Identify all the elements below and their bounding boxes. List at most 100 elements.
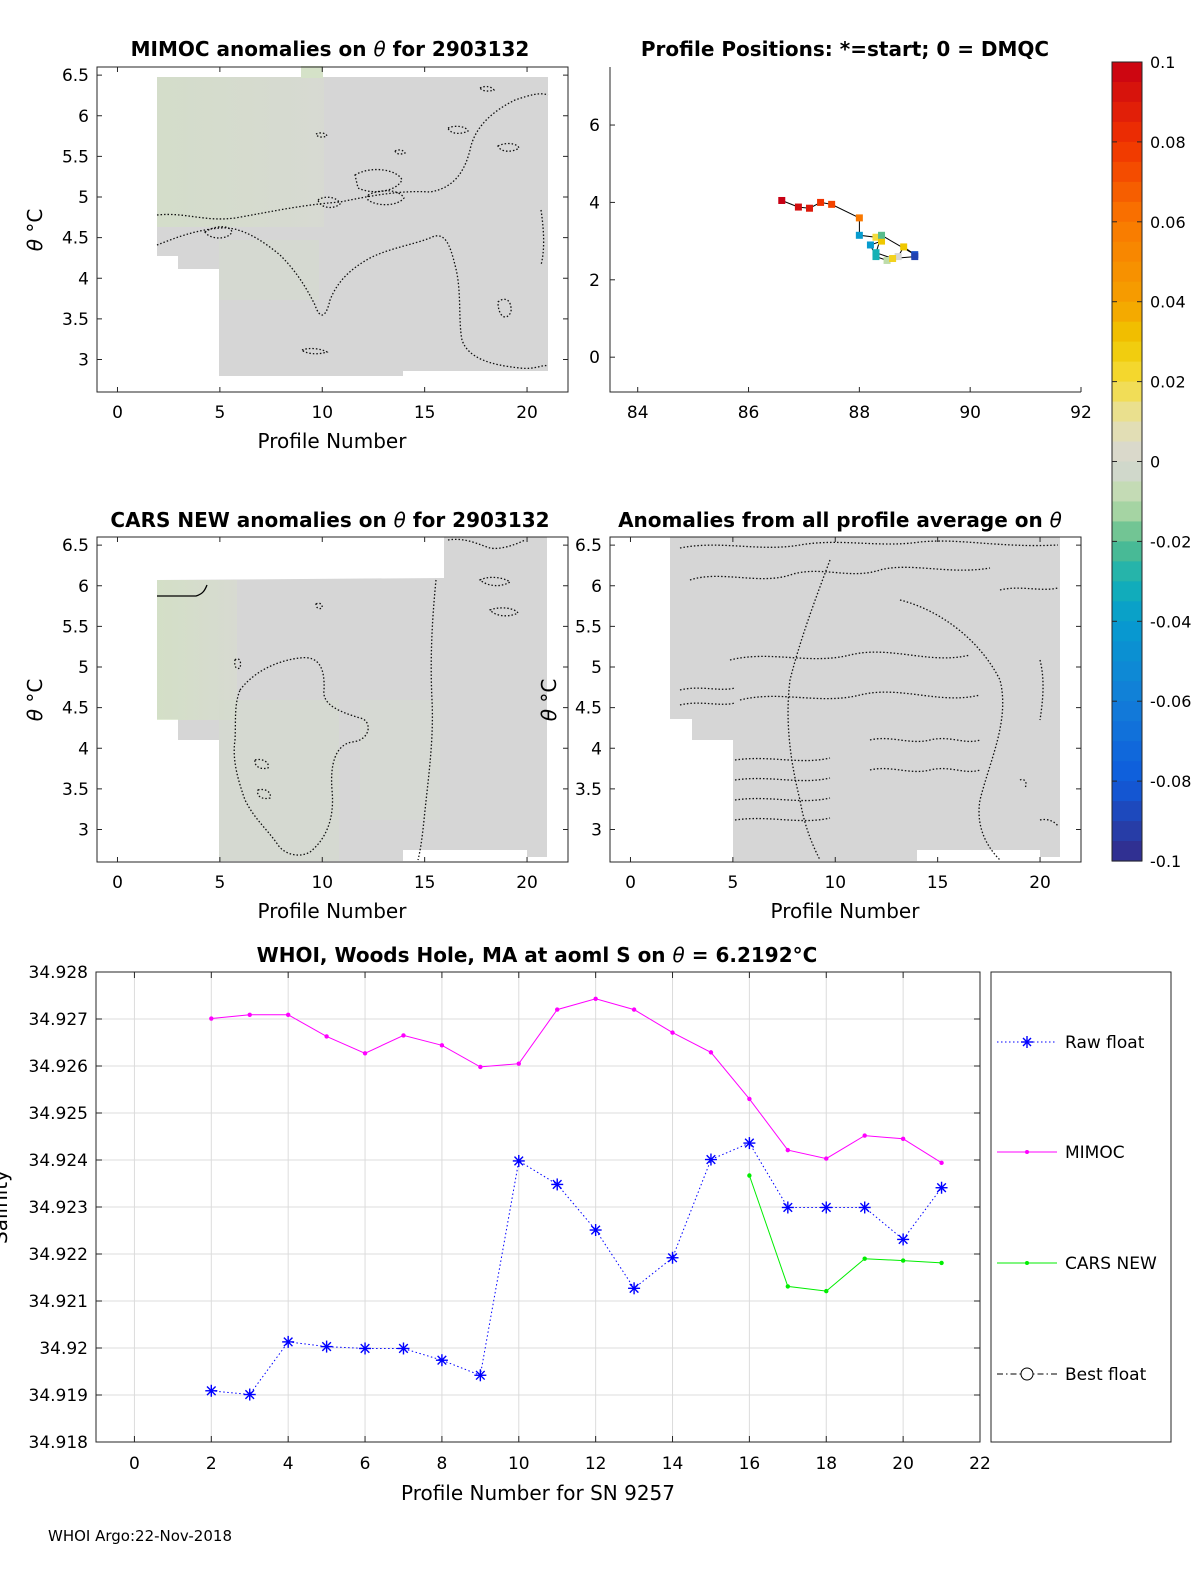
legend-cars-label: CARS NEW: [1065, 1254, 1157, 1274]
x-tick-label: 86: [738, 403, 760, 423]
colorbar-ticks: 0.1 0.08 0.06 0.04 0.02 0 -0.02 -0.04 -0.06 -0.08…: [1112, 53, 1191, 871]
position-point: [794, 203, 802, 211]
colorbar-band: [1112, 421, 1142, 443]
positions-ticks: 84 86 88 90 92 0 2 4 6: [589, 116, 1092, 423]
colorbar-band: [1112, 681, 1142, 702]
y-tick-label: 5: [78, 188, 89, 208]
y-tick-label: 6.5: [62, 536, 89, 556]
series-point: [555, 1007, 560, 1012]
colorbar-band: [1112, 781, 1142, 802]
colorbar-band: [1112, 741, 1142, 762]
y-tick-label: 4: [78, 269, 89, 289]
x-tick-label: 4: [283, 1454, 294, 1474]
series-line: [748, 1175, 942, 1292]
raw-float-marker: [820, 1201, 833, 1214]
colorbar-band: [1112, 521, 1142, 542]
raw-float-marker: [743, 1137, 756, 1150]
y-tick-label: 4.5: [62, 699, 89, 719]
y-tick-label: 6: [78, 577, 89, 597]
average-anomaly-field: [670, 537, 1060, 861]
y-tick-label: 5.5: [62, 147, 89, 167]
raw-float-marker: [589, 1224, 602, 1237]
average-ylabel: θ °C: [537, 679, 561, 722]
position-point: [883, 256, 891, 264]
mimoc-ticks: 0 5 10 15 20 3 3.5 4 4.5 5 5.5 6 6.5: [62, 66, 568, 423]
y-tick-label: 5.5: [62, 617, 89, 637]
colorbar-band: [1112, 461, 1142, 483]
colorbar-tick-label: 0: [1150, 453, 1160, 472]
y-tick-label: 6.5: [575, 536, 602, 556]
y-tick-label: 3.5: [575, 780, 602, 800]
series-point: [209, 1016, 214, 1021]
position-point: [900, 243, 908, 251]
x-tick-label: 10: [311, 403, 333, 423]
colorbar-band: [1112, 821, 1142, 842]
position-point: [894, 253, 902, 261]
colorbar-band: [1112, 761, 1142, 782]
colorbar-band: [1112, 341, 1142, 363]
colorbar-tick-label: -0.04: [1150, 612, 1191, 631]
mimoc-title: MIMOC anomalies on θ for 2903132: [131, 37, 530, 61]
x-tick-label: 84: [627, 403, 649, 423]
series-point: [862, 1256, 867, 1261]
x-tick-label: 0: [625, 873, 636, 893]
series-point: [747, 1096, 752, 1102]
x-tick-label: 10: [824, 873, 846, 893]
colorbar-band: [1112, 581, 1142, 602]
salinity-ticks: 0 2 4 6 8 10 12 14 16 18 20 22 34.918 34.919 34.92 34.9…: [29, 963, 991, 1474]
series-point: [824, 1288, 829, 1294]
x-tick-label: 22: [969, 1454, 991, 1474]
x-tick-label: 92: [1070, 403, 1092, 423]
colorbar-band: [1112, 561, 1142, 582]
colorbar-band: [1112, 261, 1142, 283]
legend-item-cars: CARS NEW: [997, 1254, 1157, 1274]
raw-float-marker: [512, 1154, 525, 1167]
x-tick-label: 0: [112, 873, 123, 893]
legend-raw-marker: [1021, 1036, 1033, 1048]
series-point: [670, 1030, 675, 1035]
positions-axes: [609, 67, 1081, 393]
series-point: [324, 1034, 329, 1039]
colorbar-band: [1112, 721, 1142, 742]
colorbar-band: [1112, 241, 1142, 263]
cars-solid-contour: [157, 584, 208, 597]
y-tick-label: 4.5: [575, 699, 602, 719]
panel-salinity: WHOI, Woods Hole, MA at aoml S on θ = 6.…: [0, 943, 1172, 1505]
colorbar-tick-label: 0.04: [1150, 293, 1186, 312]
colorbar-band: [1112, 601, 1142, 622]
y-tick-label: 34.918: [29, 1433, 88, 1453]
raw-float-marker: [781, 1201, 794, 1214]
raw-float-marker: [282, 1335, 295, 1348]
colorbar-tick-label: -0.06: [1150, 692, 1191, 711]
colorbar-band: [1112, 661, 1142, 682]
y-tick-label: 2: [589, 271, 600, 291]
x-tick-label: 6: [360, 1454, 371, 1474]
x-tick-label: 5: [214, 403, 225, 423]
position-point: [878, 237, 886, 245]
position-point: [855, 214, 863, 222]
series-point: [516, 1061, 521, 1066]
panel-cars: CARS NEW anomalies on θ for 2903132 0 5 10…: [23, 508, 569, 923]
legend-best-label: Best float: [1065, 1365, 1147, 1385]
y-tick-label: 34.919: [29, 1386, 88, 1406]
raw-float-marker: [551, 1178, 564, 1191]
salinity-series: [205, 996, 948, 1401]
colorbar-band: [1112, 401, 1142, 423]
mimoc-xlabel: Profile Number: [258, 429, 408, 453]
y-tick-label: 34.924: [29, 1151, 88, 1171]
colorbar-band: [1112, 161, 1142, 183]
cars-anomaly-field: [157, 537, 547, 861]
x-tick-label: 8: [436, 1454, 447, 1474]
x-tick-label: 15: [927, 873, 949, 893]
mimoc-axes-box: [96, 66, 569, 393]
mimoc-ylabel: θ °C: [23, 209, 47, 252]
position-point: [872, 233, 880, 241]
position-point: [911, 253, 919, 261]
legend-item-best: Best float: [997, 1365, 1147, 1385]
positions-points: [778, 196, 919, 264]
x-tick-label: 14: [662, 1454, 684, 1474]
raw-float-marker: [704, 1153, 717, 1166]
y-tick-label: 3: [591, 821, 602, 841]
x-tick-label: 0: [112, 403, 123, 423]
y-tick-label: 4: [591, 739, 602, 759]
